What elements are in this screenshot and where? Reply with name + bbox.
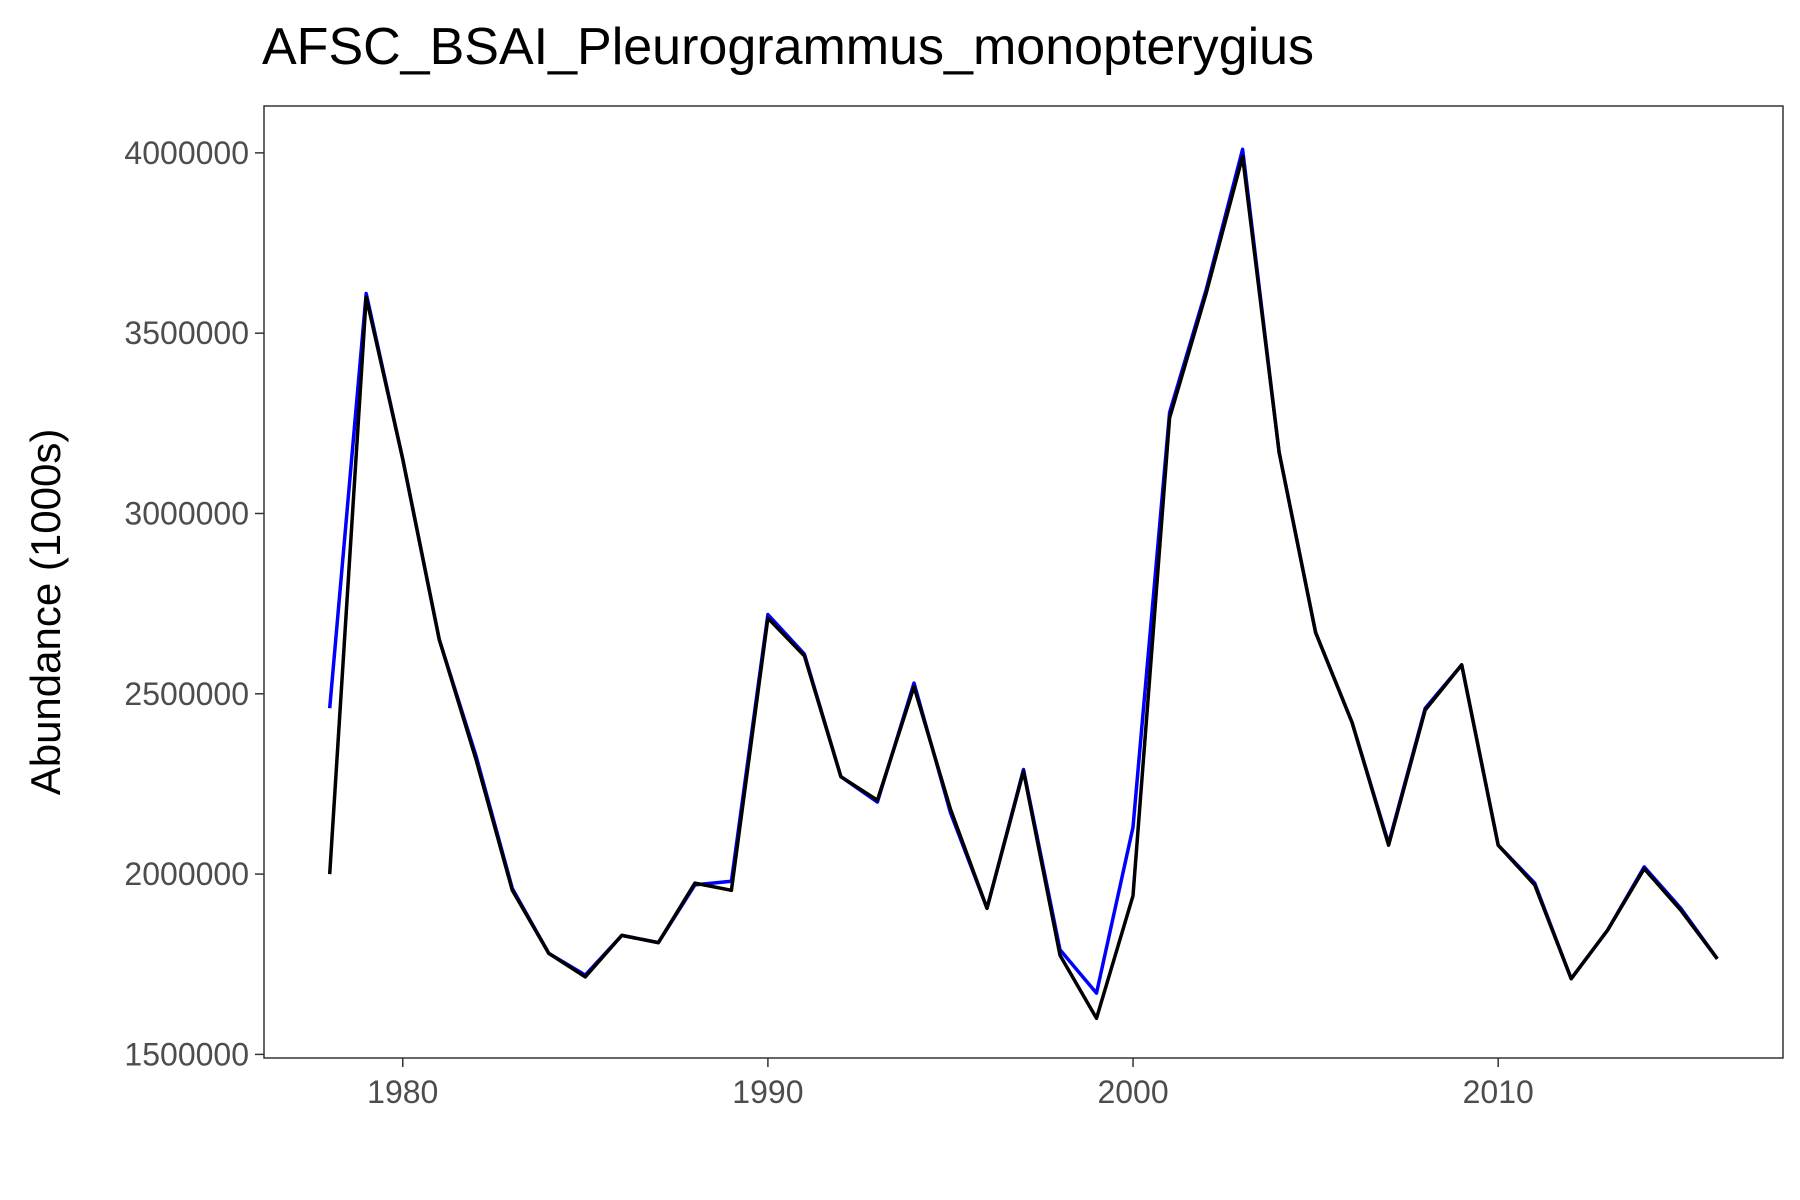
series-layer	[327, 147, 1719, 1021]
y-tick-label: 2500000	[124, 676, 249, 712]
y-axis-label: Abundance (1000s)	[22, 429, 69, 796]
x-tick-label: 1990	[732, 1074, 803, 1110]
axes-layer: 1500000 2000000 2500000 3000000 3500000 40000…	[124, 135, 1533, 1110]
y-tick-label: 3000000	[124, 495, 249, 531]
y-tick-label: 2000000	[124, 856, 249, 892]
series-line-2	[327, 154, 1719, 1021]
chart-title: AFSC_BSAI_Pleurogrammus_monopterygius	[262, 18, 1314, 76]
plot-panel-border	[263, 105, 1784, 1059]
x-tick-label: 1980	[367, 1074, 438, 1110]
series-line-1	[327, 147, 1719, 995]
x-tick-label: 2000	[1097, 1074, 1168, 1110]
x-tick-label: 2010	[1463, 1074, 1534, 1110]
y-tick-label: 3500000	[124, 315, 249, 351]
y-tick-label: 4000000	[124, 135, 249, 171]
y-tick-label: 1500000	[124, 1036, 249, 1072]
